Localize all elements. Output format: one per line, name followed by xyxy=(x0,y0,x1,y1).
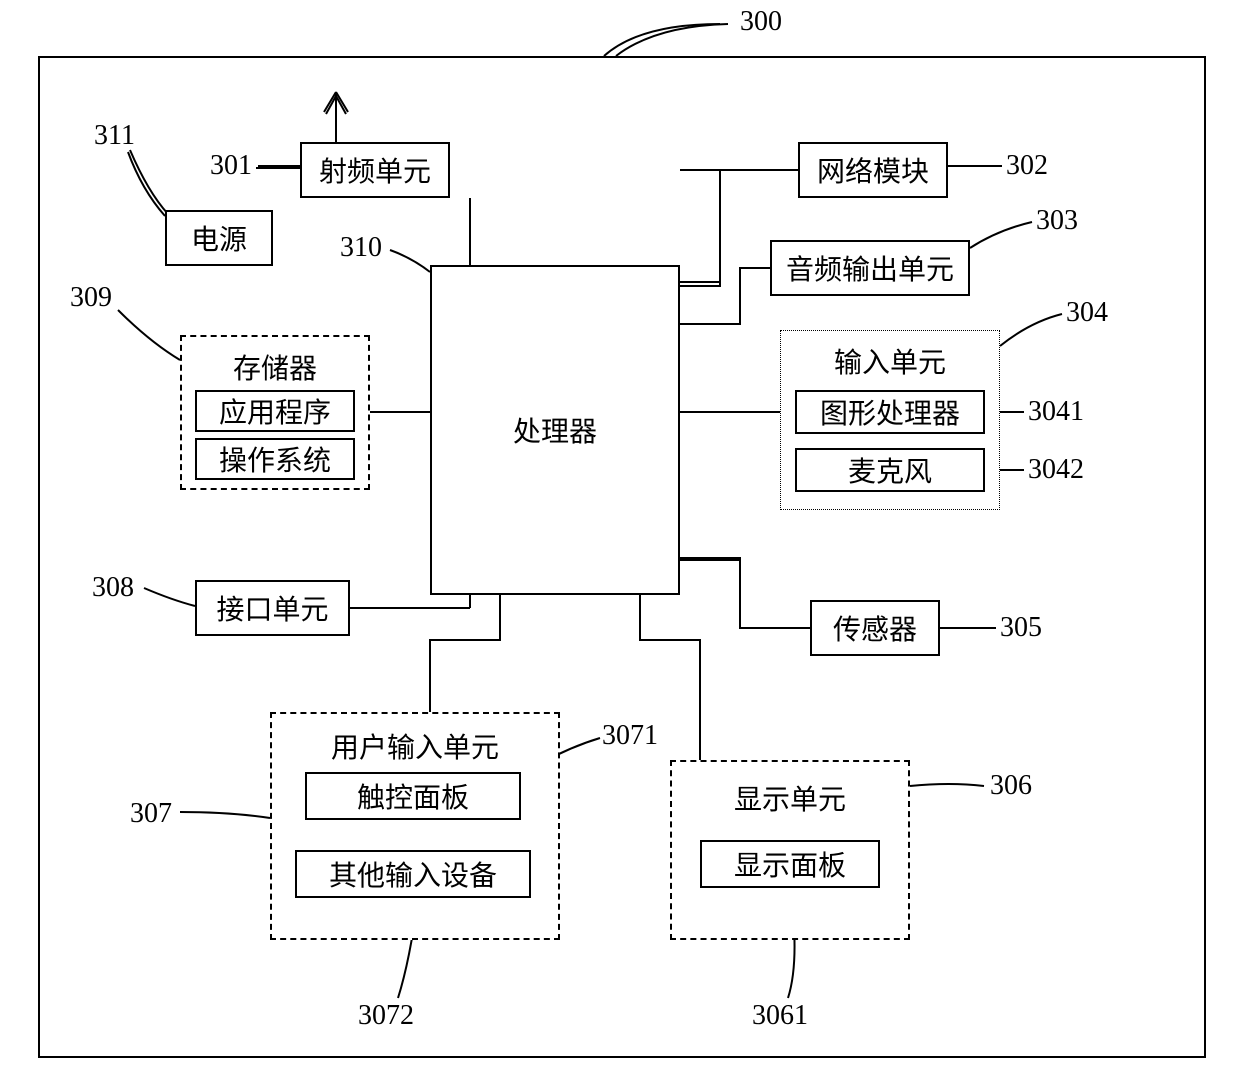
ref-3061: 3061 xyxy=(752,1000,808,1032)
ref-311: 311 xyxy=(94,120,135,152)
input-unit-title: 输入单元 xyxy=(781,341,999,381)
power-label: 电源 xyxy=(191,218,247,258)
ref-310: 310 xyxy=(340,232,382,264)
ref-303: 303 xyxy=(1036,205,1078,237)
app-program-box: 应用程序 xyxy=(195,390,355,432)
processor-label: 处理器 xyxy=(513,410,597,450)
ref-304: 304 xyxy=(1066,297,1108,329)
graphics-processor-label: 图形处理器 xyxy=(820,392,960,432)
display-panel-box: 显示面板 xyxy=(700,840,880,888)
sensor-box: 传感器 xyxy=(810,600,940,656)
network-box: 网络模块 xyxy=(798,142,948,198)
ref-309: 309 xyxy=(70,282,112,314)
interface-label: 接口单元 xyxy=(216,588,328,628)
display-panel-label: 显示面板 xyxy=(734,844,846,884)
ref-3071: 3071 xyxy=(602,720,658,752)
os-label: 操作系统 xyxy=(219,439,331,479)
display-unit-title: 显示单元 xyxy=(672,778,908,818)
memory-title: 存储器 xyxy=(182,347,368,387)
os-box: 操作系统 xyxy=(195,438,355,480)
ref-308: 308 xyxy=(92,572,134,604)
user-input-group: 用户输入单元 xyxy=(270,712,560,940)
graphics-processor-box: 图形处理器 xyxy=(795,390,985,434)
other-input-label: 其他输入设备 xyxy=(329,854,497,894)
touch-panel-box: 触控面板 xyxy=(305,772,521,820)
processor-box: 处理器 xyxy=(430,265,680,595)
ref-306: 306 xyxy=(990,770,1032,802)
ref-300: 300 xyxy=(740,6,782,38)
interface-box: 接口单元 xyxy=(195,580,350,636)
power-box: 电源 xyxy=(165,210,273,266)
ref-301: 301 xyxy=(210,150,252,182)
audio-box: 音频输出单元 xyxy=(770,240,970,296)
app-program-label: 应用程序 xyxy=(219,391,331,431)
ref-3072: 3072 xyxy=(358,1000,414,1032)
ref-307: 307 xyxy=(130,798,172,830)
microphone-box: 麦克风 xyxy=(795,448,985,492)
touch-panel-label: 触控面板 xyxy=(357,776,469,816)
other-input-box: 其他输入设备 xyxy=(295,850,531,898)
microphone-label: 麦克风 xyxy=(848,450,932,490)
user-input-title: 用户输入单元 xyxy=(272,726,558,766)
ref-305: 305 xyxy=(1000,612,1042,644)
network-label: 网络模块 xyxy=(817,150,929,190)
ref-302: 302 xyxy=(1006,150,1048,182)
sensor-label: 传感器 xyxy=(833,608,917,648)
ref-3042: 3042 xyxy=(1028,454,1084,486)
audio-label: 音频输出单元 xyxy=(786,248,954,288)
rf-unit-label: 射频单元 xyxy=(319,150,431,190)
rf-unit-box: 射频单元 xyxy=(300,142,450,198)
ref-3041: 3041 xyxy=(1028,396,1084,428)
